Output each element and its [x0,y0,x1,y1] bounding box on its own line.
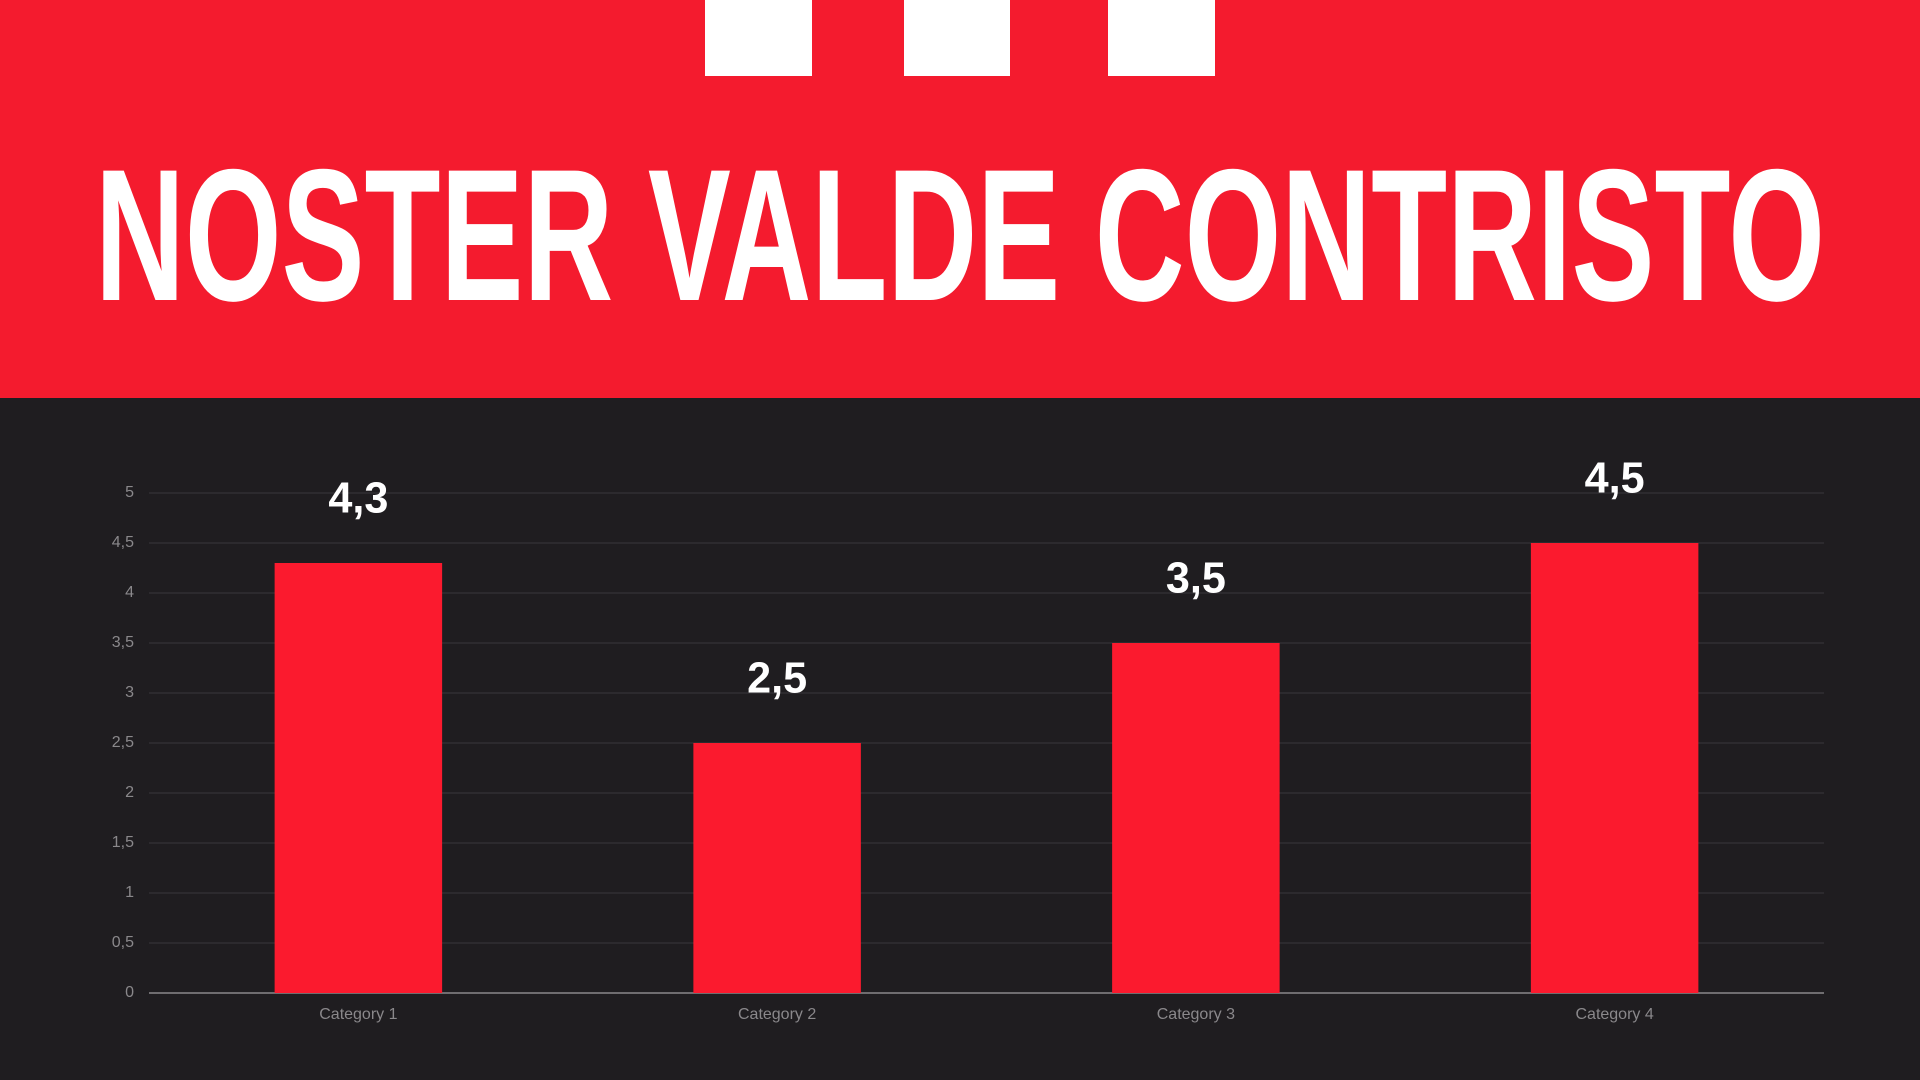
y-tick-label: 2,5 [112,734,134,751]
decor-square [1108,0,1215,76]
y-tick-label: 3,5 [112,634,134,651]
value-label: 4,5 [1585,454,1645,503]
value-label: 2,5 [747,654,807,703]
y-tick-label: 1 [125,884,134,901]
x-tick-label: Category 2 [738,1006,816,1023]
y-tick-label: 0 [125,984,134,1001]
bar [1112,643,1280,993]
x-tick-label: Category 1 [319,1006,397,1023]
y-tick-label: 4,5 [112,534,134,551]
y-tick-label: 2 [125,784,134,801]
bar [1530,543,1699,993]
y-tick-label: 4 [125,584,134,601]
value-label: 4,3 [328,474,388,523]
x-tick-label: Category 4 [1575,1006,1653,1023]
y-tick-label: 5 [125,484,134,501]
x-tick-label: Category 3 [1157,1006,1235,1023]
decor-square [904,0,1010,76]
bar [693,743,861,993]
y-tick-label: 1,5 [112,834,134,851]
y-tick-label: 3 [125,684,134,701]
y-tick-label: 0,5 [112,934,134,951]
chart-title: NOSTER VALDE CONTRISTO [95,130,1825,340]
value-label: 3,5 [1166,554,1226,603]
bar [274,563,443,993]
decor-square [705,0,812,76]
